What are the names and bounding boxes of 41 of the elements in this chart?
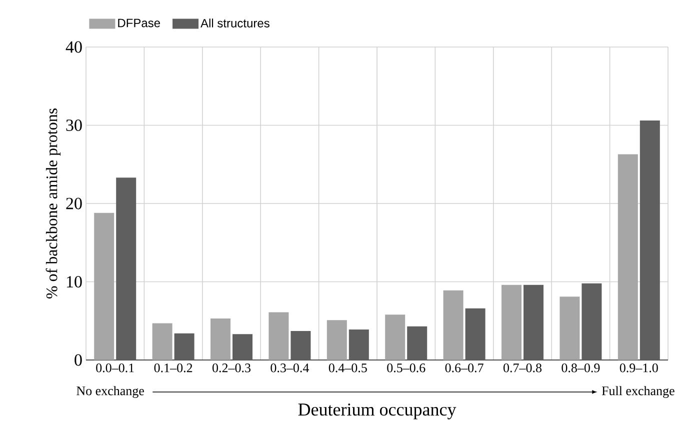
x-tick-label: 0.0–0.1 xyxy=(96,364,134,372)
bar xyxy=(502,284,522,360)
bar xyxy=(582,283,602,360)
x-tick-label: 0.7–0.8 xyxy=(504,364,542,372)
y-tick-label: 40 xyxy=(66,41,82,53)
x-tick-label: 0.9–1.0 xyxy=(620,364,658,372)
y-tick-label: 20 xyxy=(66,198,82,210)
bar xyxy=(268,312,289,360)
legend-label: All structures xyxy=(200,18,270,28)
text: No exchange xyxy=(76,386,144,398)
y-tick-label: 30 xyxy=(66,120,82,131)
bar xyxy=(174,333,194,360)
bar xyxy=(232,334,253,360)
bar xyxy=(348,329,369,360)
bar xyxy=(210,318,230,360)
x-tick-label: 0.6–0.7 xyxy=(445,364,484,372)
y-axis-title: % of backbone amide protons xyxy=(46,108,60,298)
bar xyxy=(326,320,347,360)
bar xyxy=(640,120,660,360)
x-tick-label: 0.3–0.4 xyxy=(270,364,309,372)
bar xyxy=(385,314,406,360)
bar xyxy=(407,326,428,360)
y-tick-label: 0 xyxy=(74,354,82,366)
legend-label: DFPase xyxy=(118,18,160,28)
bar xyxy=(465,308,486,360)
x-tick-label: 0.8–0.9 xyxy=(562,364,600,372)
x-tick-label: 0.1–0.2 xyxy=(154,364,192,372)
bar xyxy=(524,284,544,360)
bar xyxy=(152,323,172,360)
y-tick-label: 10 xyxy=(66,276,82,288)
bar xyxy=(290,331,311,360)
text: Full exchange xyxy=(602,386,674,398)
bar xyxy=(116,178,136,360)
x-tick-label: 0.5–0.6 xyxy=(387,364,426,372)
bar xyxy=(443,290,464,360)
bar xyxy=(94,212,114,360)
x-axis-title: Deuterium occupancy xyxy=(298,404,456,420)
x-tick-label: 0.2–0.3 xyxy=(212,364,250,372)
bar xyxy=(618,154,638,360)
x-tick-label: 0.4–0.5 xyxy=(328,364,367,372)
bar xyxy=(560,296,580,360)
